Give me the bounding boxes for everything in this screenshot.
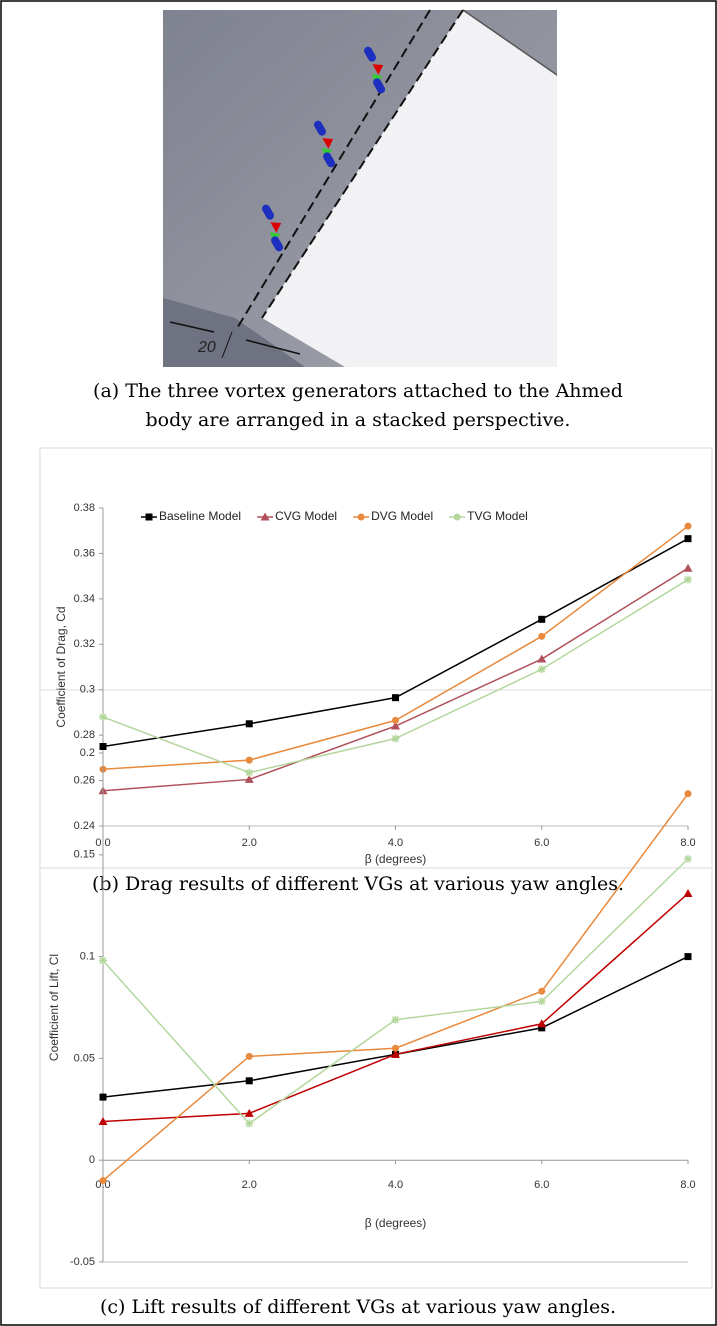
y-tick-label: 0.05: [74, 1052, 95, 1064]
y-tick-label: 0.32: [74, 638, 95, 650]
marker: [538, 665, 546, 673]
y-axis-title: Coefficient of Lift, Cl: [47, 954, 61, 1061]
x-tick-label: 8.0: [680, 837, 695, 849]
legend-label: Baseline Model: [159, 509, 241, 523]
y-tick-label: 0.26: [74, 774, 95, 786]
y-tick-label: -0.05: [70, 1256, 95, 1268]
page: 20 (a) The three vortex generators attac…: [0, 0, 717, 1326]
marker: [392, 735, 400, 743]
caption: (c) Lift results of different VGs at var…: [100, 1296, 616, 1318]
marker: [538, 616, 545, 623]
marker: [246, 720, 253, 727]
marker: [392, 694, 399, 701]
marker: [685, 790, 692, 797]
series-line: [103, 568, 688, 791]
x-tick-label: 4.0: [388, 1179, 403, 1191]
marker: [392, 1016, 400, 1024]
x-axis-title: β (degrees): [365, 852, 427, 866]
series-line: [103, 859, 688, 1124]
ahmed-body-image: 20: [163, 10, 557, 367]
marker: [684, 576, 692, 584]
y-axis-title: Coefficient of Drag, Cd: [54, 606, 68, 727]
marker: [100, 743, 107, 750]
legend-entry: TVG Model: [449, 509, 528, 523]
marker: [100, 1177, 107, 1184]
dimension-label: 20: [197, 339, 216, 356]
y-tick-label: 0.38: [74, 502, 95, 514]
y-tick-label: 0.3: [80, 684, 95, 696]
marker: [538, 997, 546, 1005]
x-tick-label: 4.0: [388, 837, 403, 849]
marker: [538, 633, 545, 640]
y-tick-label: 0.15: [74, 849, 95, 861]
y-tick-label: 0.34: [74, 593, 95, 605]
x-tick-label: 8.0: [680, 1179, 695, 1191]
marker: [99, 957, 107, 965]
figure: 20 (a) The three vortex generators attac…: [0, 0, 717, 1326]
x-tick-label: 6.0: [534, 1179, 549, 1191]
marker: [537, 655, 546, 663]
series-line: [103, 539, 688, 747]
legend-label: CVG Model: [275, 509, 337, 523]
legend-entry: DVG Model: [353, 509, 433, 523]
caption: (b) Drag results of different VGs at var…: [92, 873, 624, 895]
marker: [392, 1045, 399, 1052]
caption: (a) The three vortex generators attached…: [93, 380, 623, 402]
marker: [100, 1094, 107, 1101]
legend-label: TVG Model: [467, 509, 528, 523]
y-tick-label: 0.1: [80, 951, 95, 963]
marker: [685, 523, 692, 530]
y-tick-label: 0: [89, 1154, 95, 1166]
marker: [685, 953, 692, 960]
marker: [246, 757, 253, 764]
marker: [684, 889, 693, 897]
marker: [245, 769, 253, 777]
y-tick-label: 0.2: [80, 747, 95, 759]
x-tick-label: 2.0: [242, 837, 257, 849]
marker: [246, 1053, 253, 1060]
caption: body are arranged in a stacked perspecti…: [146, 409, 571, 431]
y-tick-label: 0.28: [74, 729, 95, 741]
marker: [99, 713, 107, 721]
y-tick-label: 0.36: [74, 547, 95, 559]
marker: [684, 564, 693, 572]
y-tick-label: 0.24: [74, 820, 95, 832]
marker: [538, 988, 545, 995]
marker: [246, 1077, 253, 1084]
marker: [245, 1120, 253, 1128]
legend-marker: [358, 514, 365, 521]
x-tick-label: 6.0: [534, 837, 549, 849]
x-tick-label: 2.0: [242, 1179, 257, 1191]
marker: [685, 535, 692, 542]
series-line: [103, 580, 688, 773]
x-axis-title: β (degrees): [365, 1216, 427, 1230]
legend-label: DVG Model: [371, 509, 433, 523]
marker: [392, 717, 399, 724]
legend-marker: [454, 514, 461, 521]
legend-marker: [146, 514, 153, 521]
chart-frame: [40, 690, 712, 1288]
legend-entry: Baseline Model: [141, 509, 241, 523]
legend-entry: CVG Model: [257, 509, 337, 523]
series-line: [103, 957, 688, 1097]
marker: [684, 855, 692, 863]
